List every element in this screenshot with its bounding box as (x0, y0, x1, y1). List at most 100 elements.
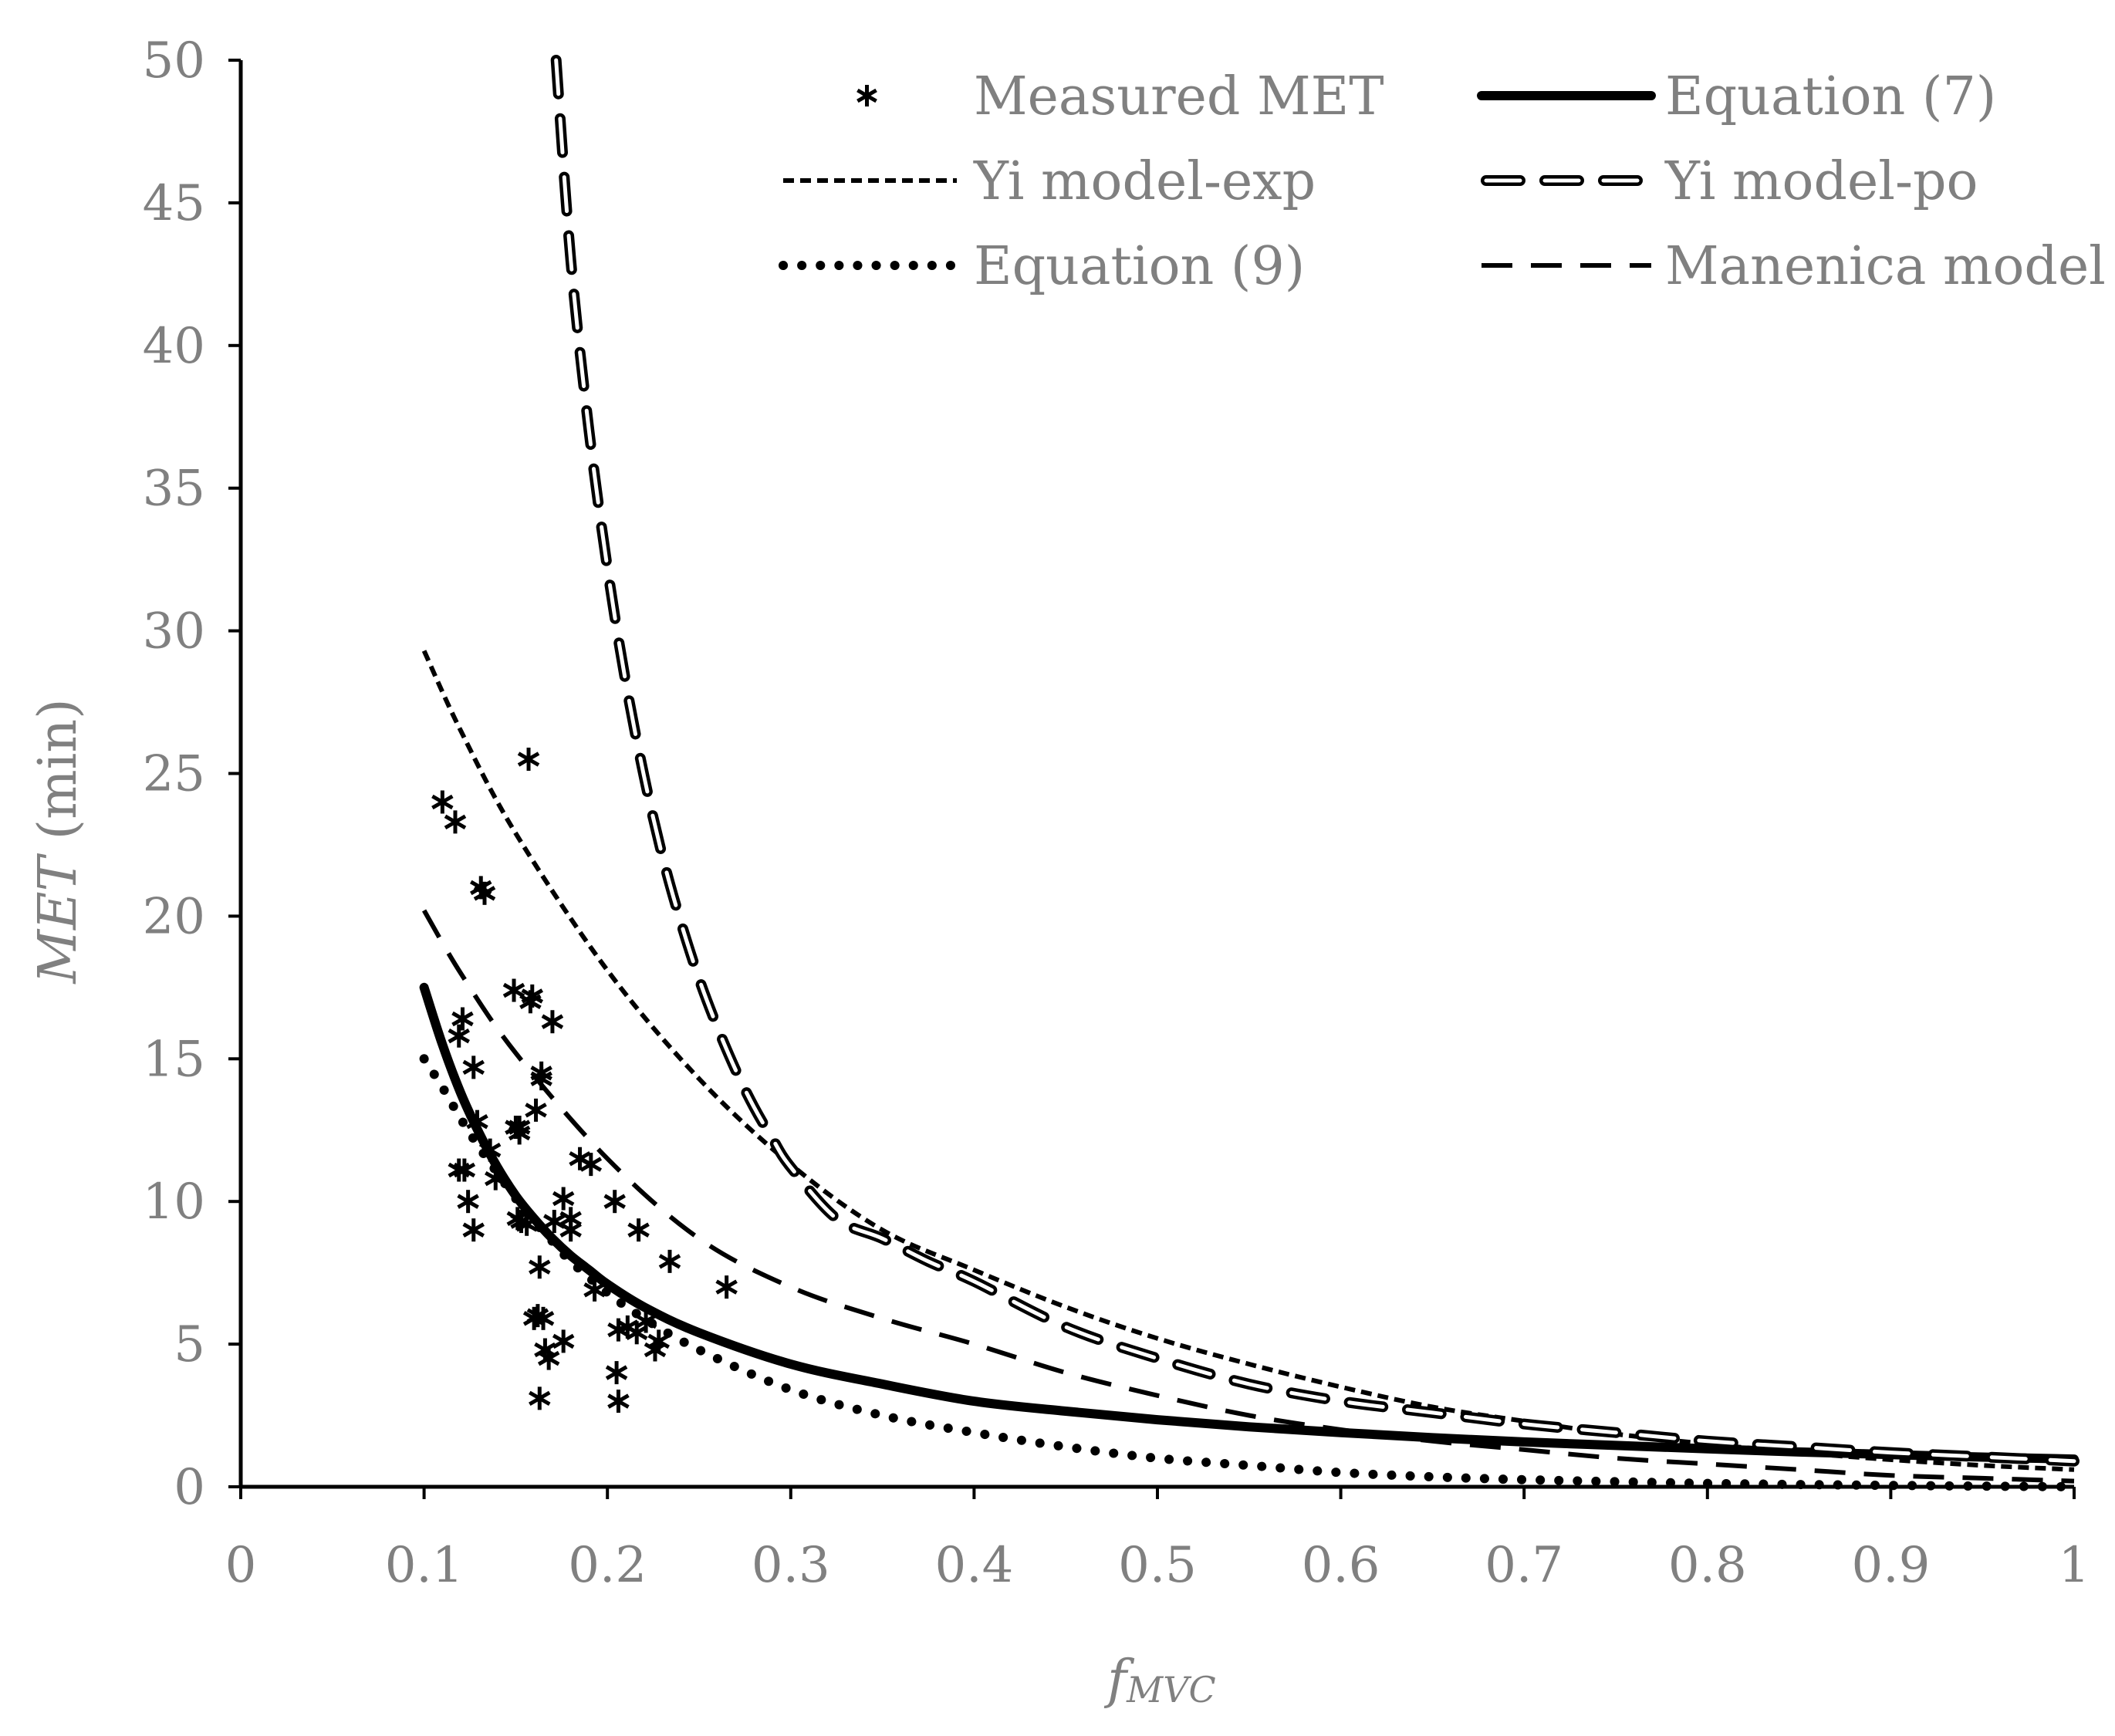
x-ticks: 0 0.1 0.2 0.3 0.4 0.5 0.6 0.7 0.8 0.9 1 (225, 1487, 2090, 1594)
measured-met-point (529, 1255, 551, 1279)
measured-met-point (431, 790, 454, 814)
asterisk-stroke (485, 1170, 507, 1187)
measured-met-point (453, 1158, 476, 1182)
y-tick-label: 30 (143, 603, 205, 660)
measured-met-point (451, 1007, 474, 1031)
asterisk-stroke (466, 1113, 488, 1130)
y-tick-label: 0 (174, 1459, 205, 1516)
x-tick-label: 0.1 (385, 1537, 464, 1594)
y-tick-label: 40 (143, 318, 205, 375)
measured-met-point (502, 978, 525, 1002)
asterisk-stroke (453, 1162, 476, 1178)
legend-item-equation-9: Equation (9) (779, 236, 1305, 297)
legend-label-manenica-model: Manenica model (1665, 236, 2106, 297)
measured-met-point (462, 1055, 485, 1079)
measured-met-point (559, 1218, 582, 1242)
y-tick-label: 10 (143, 1174, 205, 1231)
measured-met-point (532, 1306, 555, 1330)
asterisk-stroke (583, 1282, 606, 1298)
measured-met-point (485, 1167, 507, 1191)
measured-met-point (448, 1024, 470, 1048)
equation-9-line (419, 1054, 2079, 1491)
asterisk-stroke (605, 1365, 628, 1380)
measured-met-point (715, 1275, 738, 1299)
legend-item-equation-7: Equation (7) (1477, 66, 1996, 127)
legend-item-manenica-model: Manenica model (1482, 236, 2106, 297)
measured-met-point (647, 1329, 670, 1353)
asterisk-stroke (625, 1325, 648, 1340)
measured-met-point (457, 1190, 479, 1214)
asterisk-stroke (552, 1333, 575, 1349)
asterisk-stroke (856, 88, 877, 103)
measured-met-point (658, 1249, 681, 1273)
asterisk-stroke (444, 814, 467, 830)
measured-met-point (444, 810, 467, 834)
asterisk-stroke (529, 1390, 551, 1407)
measured-met-point (627, 1218, 650, 1242)
asterisk-stroke (532, 1311, 555, 1326)
legend-item-yi-model-po: Yi model-po (1481, 151, 1978, 212)
y-tick-label: 35 (143, 461, 205, 518)
measured-met-point (517, 748, 540, 772)
asterisk-stroke (627, 1222, 650, 1238)
asterisk-stroke (644, 1342, 667, 1358)
x-tick-label: 0.8 (1668, 1537, 1747, 1594)
asterisk-stroke (530, 1071, 552, 1086)
x-tick-label: 0 (225, 1537, 257, 1594)
legend-label-equation-9: Equation (9) (974, 236, 1305, 297)
asterisk-stroke (515, 1217, 538, 1232)
x-tick-label: 0.2 (568, 1537, 647, 1594)
measured-met-point (552, 1187, 575, 1211)
y-ticks: 0 5 10 15 20 25 30 35 40 45 50 (143, 32, 241, 1516)
measured-met-point (508, 1121, 531, 1145)
measured-met-point (579, 1153, 603, 1177)
asterisk-stroke (462, 1059, 485, 1076)
x-tick-label: 0.7 (1485, 1537, 1563, 1594)
x-tick-label: 0.4 (935, 1537, 1014, 1594)
measured-met-point (605, 1361, 628, 1385)
measured-met-point (525, 1098, 547, 1122)
measured-met-point (537, 1346, 560, 1370)
legend-label-yi-model-exp: Yi model-exp (973, 151, 1316, 212)
asterisk-stroke (715, 1279, 738, 1295)
yi-model-po-line-inner (554, 58, 2076, 1464)
asterisk-stroke (634, 1313, 657, 1329)
asterisk-stroke (478, 1142, 502, 1158)
manenica-model-line (422, 909, 2075, 1484)
yi-model-exp-line (421, 650, 2075, 1472)
asterisk-stroke (502, 982, 525, 998)
x-tick-label: 0.3 (752, 1537, 830, 1594)
y-tick-label: 15 (143, 1031, 205, 1088)
asterisk-stroke (559, 1222, 582, 1238)
measured-met-point (552, 1329, 575, 1353)
asterisk-stroke (457, 1194, 479, 1209)
asterisk-stroke (521, 988, 544, 1004)
x-tick-label: 1 (2059, 1537, 2090, 1594)
legend-label-measured-met: Measured MET (974, 66, 1384, 127)
legend-swatch-measured-met (856, 85, 877, 106)
asterisk-stroke (543, 1214, 566, 1229)
asterisk-stroke (569, 1151, 591, 1167)
measured-met-point (583, 1278, 606, 1302)
asterisk-stroke (448, 1028, 470, 1044)
asterisk-stroke (525, 1103, 547, 1118)
y-tick-label: 25 (143, 746, 205, 803)
measured-met-point (607, 1390, 630, 1413)
measured-met-point (521, 984, 544, 1008)
asterisk-stroke (431, 794, 454, 810)
x-tick-label: 0.5 (1118, 1537, 1197, 1594)
asterisk-stroke (462, 1222, 485, 1238)
asterisk-stroke (579, 1157, 603, 1172)
x-axis-title: fMVC (1103, 1650, 1216, 1711)
asterisk-stroke (537, 1350, 560, 1366)
legend-item-yi-model-exp: Yi model-exp (783, 151, 1316, 212)
asterisk-stroke (508, 1125, 531, 1141)
asterisk-stroke (552, 1191, 575, 1207)
asterisk-stroke (603, 1194, 626, 1209)
measured-met-point (462, 1218, 485, 1242)
asterisk-stroke (647, 1333, 670, 1349)
y-tick-label: 5 (174, 1316, 205, 1373)
measured-met-point (529, 1386, 551, 1410)
legend: Measured MET Equation (7) Yi model-exp Yi m… (779, 66, 2106, 297)
